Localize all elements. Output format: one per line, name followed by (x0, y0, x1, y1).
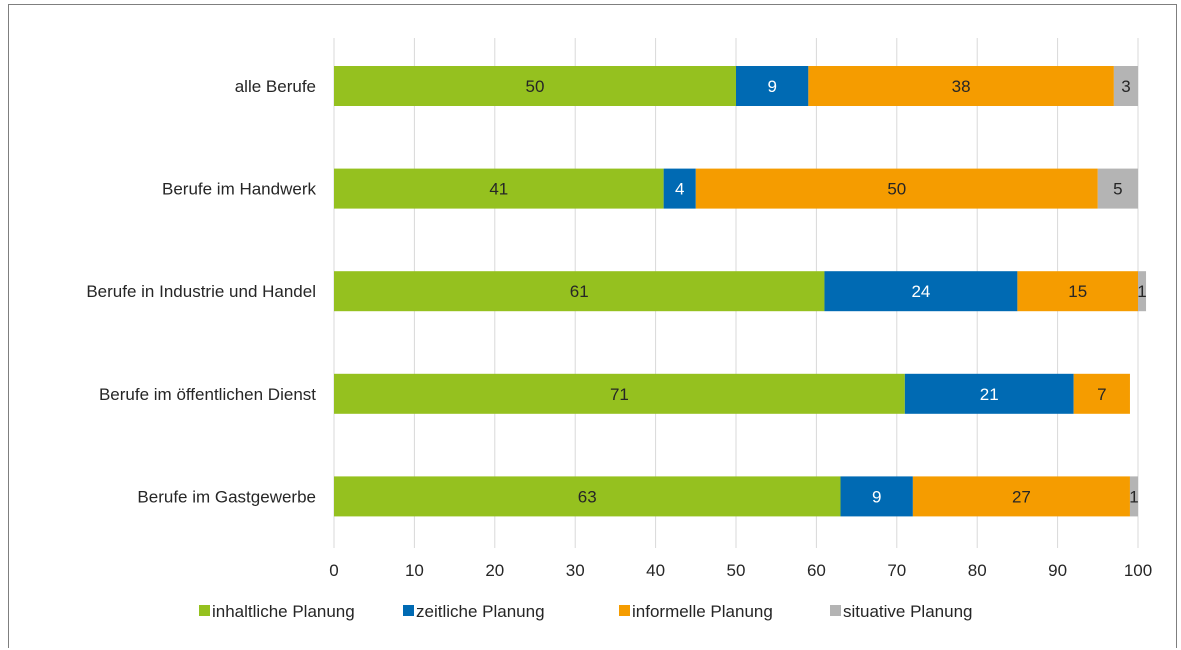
data-label: 41 (489, 180, 508, 199)
bar-segment (840, 476, 913, 517)
bar-segment (1138, 271, 1147, 312)
legend-swatch (403, 605, 414, 616)
x-tick-label: 40 (646, 561, 665, 580)
data-label: 9 (767, 77, 776, 96)
bar-segment (334, 476, 841, 517)
legend-swatch (619, 605, 630, 616)
bar-segment (824, 271, 1018, 312)
legend-entry: informelle Planung (632, 602, 773, 621)
bar-segment (1097, 168, 1138, 209)
bar-segment (663, 168, 696, 209)
data-label: 50 (526, 77, 545, 96)
data-label: 63 (578, 487, 597, 506)
x-axis-tick-labels: 0 10 20 30 40 50 60 70 80 90 100 (329, 561, 1152, 580)
data-label: 61 (570, 282, 589, 301)
bar-segment (1017, 271, 1138, 312)
bar-segment (334, 373, 905, 414)
x-tick-label: 20 (485, 561, 504, 580)
bar-segment (904, 373, 1074, 414)
legend-swatch (199, 605, 210, 616)
x-tick-label: 50 (727, 561, 746, 580)
data-label: 7 (1097, 385, 1106, 404)
legend-entry: inhaltliche Planung (212, 602, 355, 621)
bar-segment (334, 66, 736, 106)
data-label: 24 (911, 282, 930, 301)
data-label: 3 (1121, 77, 1130, 96)
x-tick-label: 100 (1124, 561, 1152, 580)
x-tick-label: 90 (1048, 561, 1067, 580)
data-label: 1 (1129, 487, 1138, 506)
bar-segment (695, 168, 1098, 209)
x-tick-label: 60 (807, 561, 826, 580)
x-tick-label: 10 (405, 561, 424, 580)
x-tick-label: 80 (968, 561, 987, 580)
bar-segment (808, 66, 1114, 106)
data-label: 4 (675, 180, 684, 199)
bar-segment (1129, 476, 1138, 517)
category-labels: alle Berufe Berufe im Handwerk Berufe in I… (86, 77, 316, 506)
data-label: 1 (1137, 282, 1146, 301)
bar-segment (912, 476, 1130, 517)
data-label: 9 (872, 487, 881, 506)
category-label: Berufe in Industrie und Handel (86, 282, 316, 301)
data-label: 5 (1113, 180, 1122, 199)
category-label: alle Berufe (235, 77, 316, 96)
x-tick-label: 30 (566, 561, 585, 580)
category-label: Berufe im Gastgewerbe (137, 487, 316, 506)
data-label: 27 (1012, 487, 1031, 506)
category-label: Berufe im öffentlichen Dienst (99, 385, 316, 404)
data-label: 71 (610, 385, 629, 404)
data-label: 21 (980, 385, 999, 404)
bars: 50 9 38 3 41 4 50 5 61 24 15 1 71 21 7 63 9 27 1 (334, 66, 1147, 517)
data-label: 38 (952, 77, 971, 96)
x-tick-label: 70 (887, 561, 906, 580)
legend: inhaltliche Planung zeitliche Planung info… (199, 602, 972, 621)
bar-segment (736, 66, 809, 106)
legend-entry: situative Planung (843, 602, 972, 621)
x-tick-label: 0 (329, 561, 338, 580)
bar-segment (1073, 373, 1130, 414)
legend-entry: zeitliche Planung (416, 602, 545, 621)
bar-segment (1113, 66, 1138, 106)
chart-frame (8, 4, 1177, 648)
data-label: 50 (887, 180, 906, 199)
data-label: 15 (1068, 282, 1087, 301)
legend-swatch (830, 605, 841, 616)
bar-segment (334, 168, 664, 209)
category-label: Berufe im Handwerk (162, 180, 317, 199)
bar-segment (334, 271, 825, 312)
